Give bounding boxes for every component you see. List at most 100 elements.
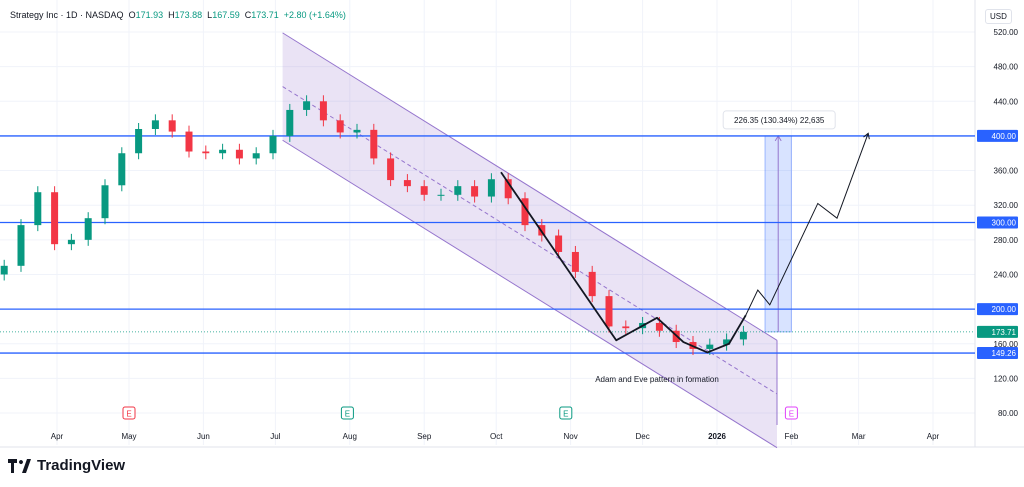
open-label: O <box>128 10 136 20</box>
level-price-tag <box>977 347 1018 360</box>
candle[interactable] <box>739 331 747 340</box>
projection-path-line[interactable] <box>745 133 869 316</box>
price-axis-label: 160.00 <box>994 340 1019 349</box>
price-axis-label: 120.00 <box>994 374 1019 383</box>
earnings-icon[interactable] <box>122 406 136 420</box>
level-price-tag-label: 149.26 <box>992 349 1017 358</box>
time-axis-label: Jul <box>270 432 280 441</box>
low-label: L <box>207 10 213 20</box>
symbol-title[interactable]: Strategy Inc · 1D · NASDAQ <box>10 10 124 20</box>
candle[interactable] <box>67 239 75 245</box>
candle[interactable] <box>471 186 479 197</box>
price-axis-label: 80.00 <box>998 409 1019 418</box>
time-axis-label: Dec <box>635 432 649 441</box>
candle[interactable] <box>151 120 159 129</box>
candle[interactable] <box>723 339 731 345</box>
candle[interactable] <box>269 135 277 154</box>
candle[interactable] <box>420 186 428 195</box>
adam-eve-pattern-line[interactable] <box>500 171 747 354</box>
tradingview-logo[interactable]: TradingView <box>8 457 125 474</box>
candle[interactable] <box>101 185 109 219</box>
candle[interactable] <box>655 322 663 331</box>
candle[interactable] <box>387 158 395 181</box>
candle[interactable] <box>319 101 327 121</box>
price-axis-label: 280.00 <box>994 236 1019 245</box>
time-axis-label: Apr <box>51 432 64 441</box>
candle[interactable] <box>403 180 411 187</box>
candle[interactable] <box>202 151 210 154</box>
pattern-annotation[interactable]: Adam and Eve pattern in formation <box>595 375 719 384</box>
earnings-icon[interactable] <box>559 406 573 420</box>
symbol-legend: Strategy Inc · 1D · NASDAQ O171.93 H173.… <box>10 10 346 20</box>
last-price-tag <box>977 325 1018 338</box>
earnings-icon[interactable] <box>340 406 354 420</box>
price-axis-label: 320.00 <box>994 201 1019 210</box>
candle[interactable] <box>454 186 462 195</box>
candle[interactable] <box>555 235 563 252</box>
level-price-tag-label: 400.00 <box>992 132 1017 141</box>
candle[interactable] <box>588 271 596 297</box>
candle[interactable] <box>34 192 42 226</box>
candle[interactable] <box>168 120 176 132</box>
earnings-icon[interactable] <box>784 406 798 420</box>
candle[interactable] <box>303 101 311 110</box>
earnings-label: E <box>789 410 794 419</box>
level-price-tag-label: 300.00 <box>992 219 1017 228</box>
earnings-label: E <box>345 410 350 419</box>
candle[interactable] <box>286 109 294 136</box>
measure-label: 226.35 (130.34%) 22,635 <box>734 116 825 125</box>
candle[interactable] <box>252 153 260 159</box>
candle[interactable] <box>437 194 445 196</box>
time-axis-label: Apr <box>927 432 940 441</box>
level-price-tag <box>977 129 1018 142</box>
candle[interactable] <box>84 218 92 240</box>
time-axis-label: Oct <box>490 432 503 441</box>
high-value: 173.88 <box>174 10 203 20</box>
candle[interactable] <box>51 192 59 245</box>
candle[interactable] <box>605 296 613 327</box>
low-value: 167.59 <box>212 10 240 20</box>
candle[interactable] <box>219 149 227 154</box>
candle[interactable] <box>235 149 243 159</box>
tradingview-logo-icon <box>8 458 31 473</box>
time-axis-label: Aug <box>343 432 357 441</box>
candle[interactable] <box>370 129 378 159</box>
candle[interactable] <box>0 265 8 275</box>
last-price-tag-label: 173.71 <box>992 328 1017 337</box>
high-label: H <box>168 10 175 20</box>
channel-upper-line[interactable] <box>282 32 778 341</box>
candle[interactable] <box>17 225 25 266</box>
candle[interactable] <box>706 344 714 349</box>
channel-lower-line[interactable] <box>282 139 778 449</box>
earnings-label: E <box>126 410 131 419</box>
time-axis-label: Jun <box>197 432 210 441</box>
measure-label-box <box>722 110 836 130</box>
candle[interactable] <box>353 129 361 133</box>
candle[interactable] <box>185 131 193 152</box>
candle[interactable] <box>571 251 579 272</box>
open-value: 171.93 <box>135 10 164 20</box>
brand-name: TradingView <box>37 457 126 474</box>
earnings-label: E <box>563 410 568 419</box>
candle[interactable] <box>336 120 344 133</box>
currency-button[interactable]: USD <box>985 9 1012 24</box>
candle[interactable] <box>521 198 529 226</box>
projection-arrow-head <box>863 132 870 140</box>
close-label: C <box>244 10 252 20</box>
price-axis-label: 480.00 <box>994 63 1019 72</box>
time-axis-label: Feb <box>785 432 799 441</box>
price-axis-label: 520.00 <box>994 28 1019 37</box>
price-axis-label: 240.00 <box>994 270 1019 279</box>
close-value: 173.71 <box>251 10 279 20</box>
candle[interactable] <box>118 153 126 186</box>
time-axis-label: Mar <box>852 432 866 441</box>
level-price-tag-label: 200.00 <box>992 305 1017 314</box>
candle[interactable] <box>622 326 630 329</box>
candle[interactable] <box>504 179 512 199</box>
price-axis-label: 440.00 <box>994 97 1019 106</box>
candle[interactable] <box>135 128 143 154</box>
time-axis-label: May <box>121 432 136 441</box>
candle[interactable] <box>487 179 495 197</box>
level-price-tag <box>977 303 1018 316</box>
